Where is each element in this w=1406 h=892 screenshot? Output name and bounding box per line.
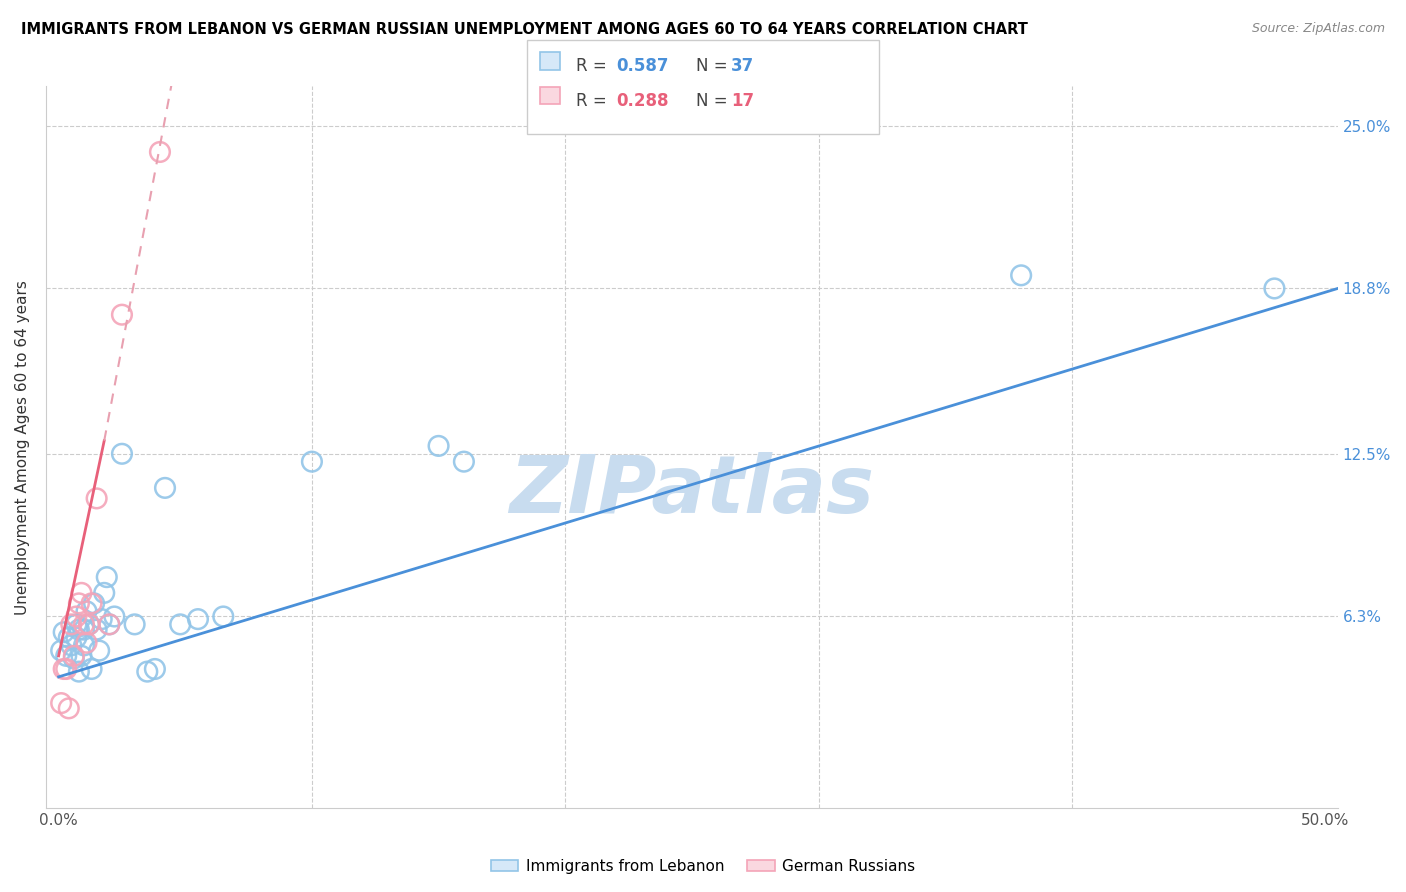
Point <box>51 696 73 710</box>
Point <box>169 617 191 632</box>
Point <box>51 643 73 657</box>
Y-axis label: Unemployment Among Ages 60 to 64 years: Unemployment Among Ages 60 to 64 years <box>15 280 30 615</box>
Point <box>212 609 235 624</box>
Point <box>93 586 115 600</box>
Text: R =: R = <box>576 92 613 110</box>
Point <box>67 596 90 610</box>
Point <box>55 662 77 676</box>
Point <box>1010 268 1032 283</box>
Text: Source: ZipAtlas.com: Source: ZipAtlas.com <box>1251 22 1385 36</box>
Text: 17: 17 <box>731 92 754 110</box>
Point <box>80 596 103 610</box>
Point <box>124 617 146 632</box>
Point <box>83 596 105 610</box>
Point <box>98 617 121 632</box>
Point <box>65 631 87 645</box>
Point <box>73 617 96 632</box>
Point <box>90 612 112 626</box>
Point <box>96 570 118 584</box>
Text: 0.587: 0.587 <box>616 57 668 75</box>
Point <box>70 586 93 600</box>
Text: IMMIGRANTS FROM LEBANON VS GERMAN RUSSIAN UNEMPLOYMENT AMONG AGES 60 TO 64 YEARS: IMMIGRANTS FROM LEBANON VS GERMAN RUSSIA… <box>21 22 1028 37</box>
Point <box>73 623 96 637</box>
Point <box>67 623 90 637</box>
Point <box>80 662 103 676</box>
Point <box>55 648 77 663</box>
Point <box>187 612 209 626</box>
Point <box>453 455 475 469</box>
Point <box>65 617 87 632</box>
Point <box>86 491 108 506</box>
Point <box>52 625 75 640</box>
Point <box>77 617 100 632</box>
Point <box>427 439 450 453</box>
Point <box>52 662 75 676</box>
Text: N =: N = <box>696 57 733 75</box>
Point <box>63 648 86 663</box>
Point <box>67 665 90 679</box>
Text: R =: R = <box>576 57 613 75</box>
Point <box>58 631 80 645</box>
Point <box>86 623 108 637</box>
Point <box>58 701 80 715</box>
Point <box>1263 281 1285 295</box>
Point <box>60 617 83 632</box>
Point <box>76 636 98 650</box>
Point <box>70 648 93 663</box>
Point <box>89 643 111 657</box>
Point <box>103 609 125 624</box>
Text: 0.288: 0.288 <box>616 92 668 110</box>
Point <box>111 447 134 461</box>
Point <box>98 617 121 632</box>
Point <box>73 639 96 653</box>
Point <box>111 308 134 322</box>
Point <box>301 455 323 469</box>
Point <box>65 609 87 624</box>
Text: N =: N = <box>696 92 733 110</box>
Point <box>136 665 159 679</box>
Point <box>149 145 172 159</box>
Point <box>153 481 176 495</box>
Point <box>143 662 166 676</box>
Legend: Immigrants from Lebanon, German Russians: Immigrants from Lebanon, German Russians <box>485 853 921 880</box>
Point <box>60 639 83 653</box>
Text: 37: 37 <box>731 57 755 75</box>
Point <box>77 617 100 632</box>
Text: ZIPatlas: ZIPatlas <box>509 451 875 530</box>
Point <box>76 604 98 618</box>
Point <box>63 651 86 665</box>
